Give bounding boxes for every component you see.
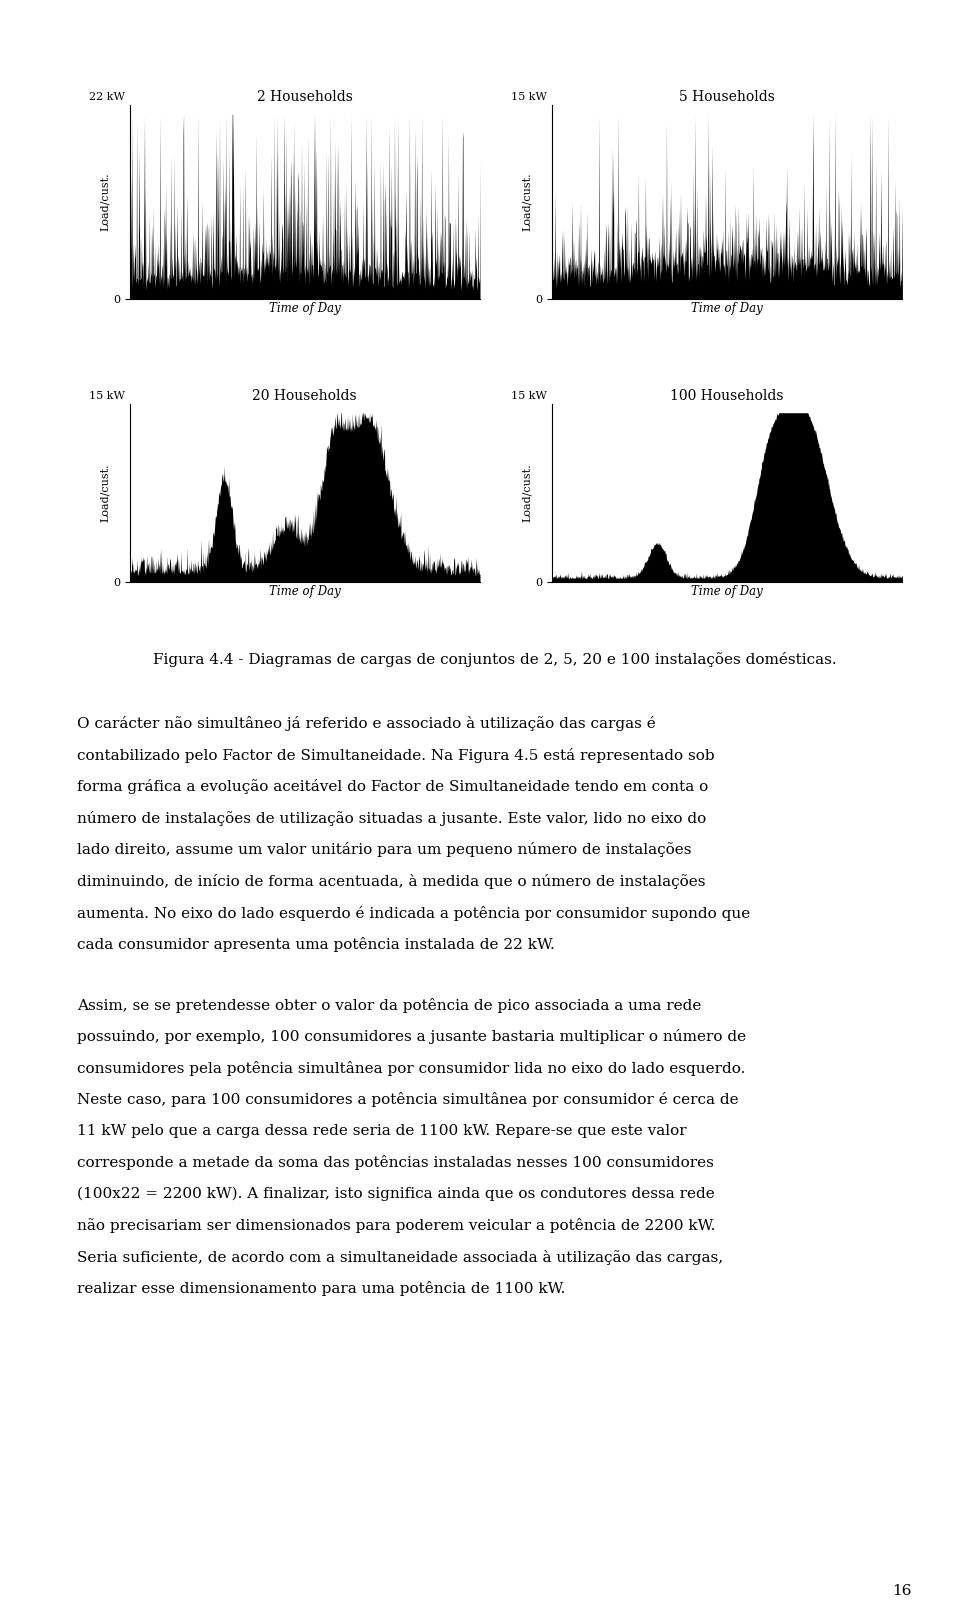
Text: realizar esse dimensionamento para uma potência de 1100 kW.: realizar esse dimensionamento para uma p… <box>77 1282 565 1297</box>
Y-axis label: Load/cust.: Load/cust. <box>100 464 110 522</box>
X-axis label: Time of Day: Time of Day <box>269 302 341 315</box>
Text: corresponde a metade da soma das potências instaladas nesses 100 consumidores: corresponde a metade da soma das potênci… <box>77 1156 713 1171</box>
Text: Figura 4.4 - Diagramas de cargas de conjuntos de 2, 5, 20 e 100 instalações domé: Figura 4.4 - Diagramas de cargas de conj… <box>153 652 836 666</box>
Text: número de instalações de utilização situadas a jusante. Este valor, lido no eixo: número de instalações de utilização situ… <box>77 812 706 826</box>
Text: forma gráfica a evolução aceitável do Factor de Simultaneidade tendo em conta o: forma gráfica a evolução aceitável do Fa… <box>77 779 708 794</box>
Text: possuindo, por exemplo, 100 consumidores a jusante bastaria multiplicar o número: possuindo, por exemplo, 100 consumidores… <box>77 1030 746 1045</box>
Title: 100 Households: 100 Households <box>670 390 784 403</box>
Text: Neste caso, para 100 consumidores a potência simultânea por consumidor é cerca d: Neste caso, para 100 consumidores a potê… <box>77 1093 738 1108</box>
Text: 15 kW: 15 kW <box>89 391 125 401</box>
Y-axis label: Load/cust.: Load/cust. <box>100 173 110 231</box>
Text: 15 kW: 15 kW <box>512 391 547 401</box>
Text: Seria suficiente, de acordo com a simultaneidade associada à utilização das carg: Seria suficiente, de acordo com a simult… <box>77 1250 723 1264</box>
Text: diminuindo, de início de forma acentuada, à medida que o número de instalações: diminuindo, de início de forma acentuada… <box>77 873 706 889</box>
X-axis label: Time of Day: Time of Day <box>269 585 341 598</box>
Title: 20 Households: 20 Households <box>252 390 357 403</box>
Text: não precisariam ser dimensionados para poderem veicular a potência de 2200 kW.: não precisariam ser dimensionados para p… <box>77 1219 715 1234</box>
Title: 5 Households: 5 Households <box>680 91 775 103</box>
Text: cada consumidor apresenta uma potência instalada de 22 kW.: cada consumidor apresenta uma potência i… <box>77 938 555 952</box>
Title: 2 Households: 2 Households <box>257 91 352 103</box>
Text: Assim, se se pretendesse obter o valor da potência de pico associada a uma rede: Assim, se se pretendesse obter o valor d… <box>77 998 701 1012</box>
Y-axis label: Load/cust.: Load/cust. <box>522 173 533 231</box>
Y-axis label: Load/cust.: Load/cust. <box>522 464 533 522</box>
Text: (100x22 = 2200 kW). A finalizar, isto significa ainda que os condutores dessa re: (100x22 = 2200 kW). A finalizar, isto si… <box>77 1187 714 1201</box>
Text: contabilizado pelo Factor de Simultaneidade. Na Figura 4.5 está representado sob: contabilizado pelo Factor de Simultaneid… <box>77 747 714 763</box>
X-axis label: Time of Day: Time of Day <box>691 302 763 315</box>
Text: 16: 16 <box>893 1583 912 1598</box>
Text: lado direito, assume um valor unitário para um pequeno número de instalações: lado direito, assume um valor unitário p… <box>77 842 691 857</box>
Text: 11 kW pelo que a carga dessa rede seria de 1100 kW. Repare-se que este valor: 11 kW pelo que a carga dessa rede seria … <box>77 1124 686 1138</box>
Text: consumidores pela potência simultânea por consumidor lida no eixo do lado esquer: consumidores pela potência simultânea po… <box>77 1061 745 1075</box>
Text: O carácter não simultâneo já referido e associado à utilização das cargas é: O carácter não simultâneo já referido e … <box>77 716 656 731</box>
X-axis label: Time of Day: Time of Day <box>691 585 763 598</box>
Text: aumenta. No eixo do lado esquerdo é indicada a potência por consumidor supondo q: aumenta. No eixo do lado esquerdo é indi… <box>77 906 750 920</box>
Text: 22 kW: 22 kW <box>89 92 125 102</box>
Text: 15 kW: 15 kW <box>512 92 547 102</box>
